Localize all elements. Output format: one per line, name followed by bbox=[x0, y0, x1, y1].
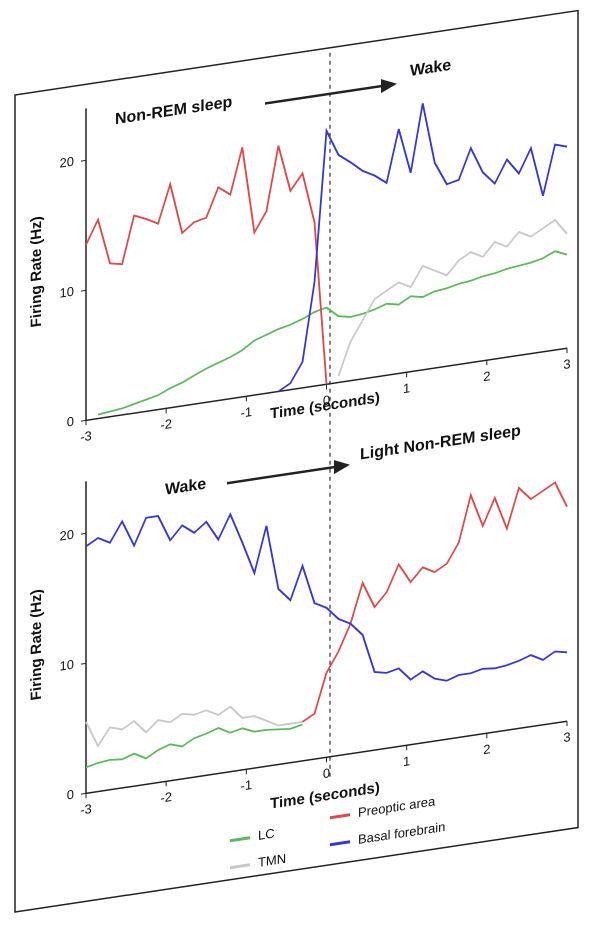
y-axis-label: Firing Rate (Hz) bbox=[28, 588, 45, 701]
arrow-head bbox=[381, 79, 397, 94]
y-axis-label: Firing Rate (Hz) bbox=[28, 215, 45, 328]
legend-swatch bbox=[230, 836, 250, 843]
x-tick-label: 0 bbox=[323, 765, 330, 781]
legend-swatch bbox=[330, 813, 350, 820]
y-tick bbox=[81, 289, 86, 292]
x-tick-label: 3 bbox=[563, 356, 570, 372]
series-line bbox=[85, 512, 568, 682]
x-tick-label: 2 bbox=[483, 368, 490, 384]
x-tick-label: -1 bbox=[241, 404, 253, 421]
transition-arrow bbox=[265, 83, 387, 105]
transition-arrow bbox=[227, 464, 340, 485]
series-line bbox=[97, 250, 568, 416]
series-line bbox=[277, 103, 568, 393]
y-tick-label: 20 bbox=[60, 527, 74, 544]
series-line bbox=[85, 145, 328, 385]
series-line bbox=[337, 218, 568, 377]
x-tick-label: 1 bbox=[403, 753, 410, 769]
y-tick-label: 0 bbox=[67, 787, 74, 803]
legend-label: TMN bbox=[258, 851, 286, 870]
x-tick-label: 1 bbox=[403, 380, 410, 396]
x-tick-label: -1 bbox=[241, 777, 253, 794]
y-tick bbox=[81, 419, 86, 422]
y-tick bbox=[81, 159, 86, 162]
y-tick-label: 10 bbox=[60, 284, 74, 301]
y-tick bbox=[81, 662, 86, 665]
legend-label: LC bbox=[258, 826, 275, 843]
x-tick-label: -2 bbox=[160, 789, 172, 806]
x-tick-label: 2 bbox=[483, 741, 490, 757]
x-tick-label: 3 bbox=[563, 729, 570, 745]
series-line bbox=[85, 723, 303, 769]
arrow-head bbox=[334, 460, 350, 475]
y-tick-label: 20 bbox=[60, 154, 74, 171]
y-tick-label: 0 bbox=[67, 414, 74, 430]
legend-swatch bbox=[230, 863, 250, 870]
y-tick bbox=[81, 532, 86, 535]
series-line bbox=[85, 705, 303, 748]
series-line bbox=[302, 481, 568, 723]
x-tick-label: 0 bbox=[323, 392, 330, 408]
legend-swatch bbox=[330, 840, 350, 847]
x-tick-label: -3 bbox=[80, 801, 92, 818]
frame bbox=[14, 9, 579, 913]
x-tick-label: -2 bbox=[160, 416, 172, 433]
y-tick bbox=[81, 792, 86, 795]
x-tick-label: -3 bbox=[80, 428, 92, 445]
y-tick-label: 10 bbox=[60, 657, 74, 674]
